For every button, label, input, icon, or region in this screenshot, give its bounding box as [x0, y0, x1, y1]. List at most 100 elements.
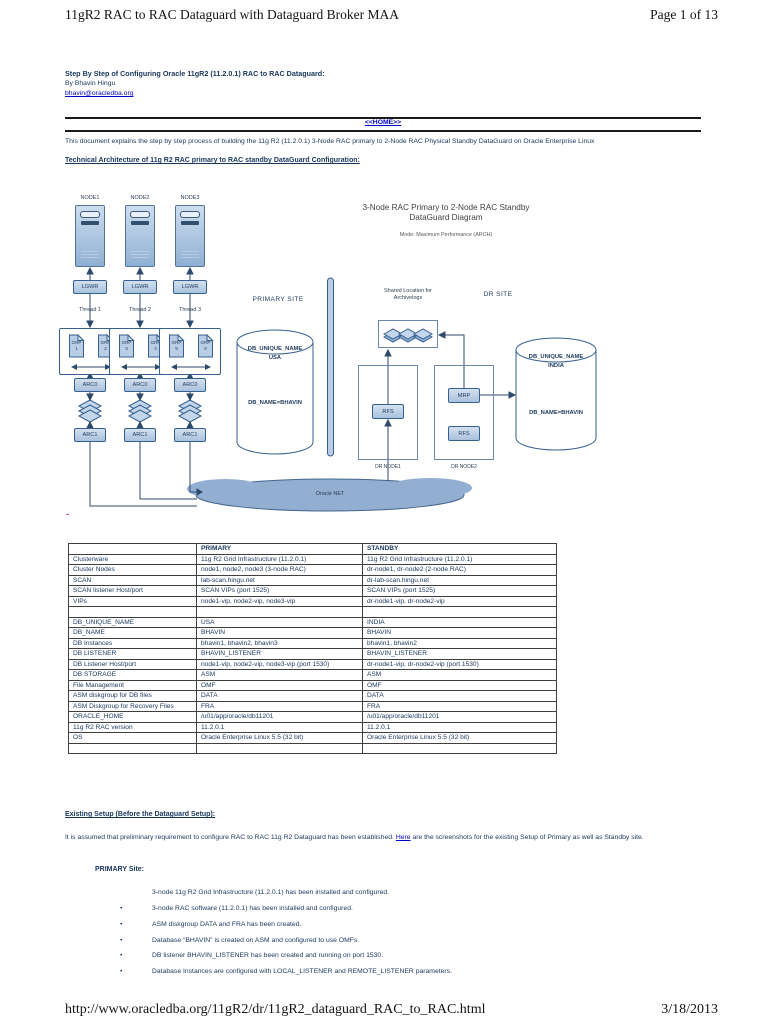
- dr-node1-box: [358, 365, 418, 460]
- diagram-title: 3-Node RAC Primary to 2-Node RAC Standby…: [338, 203, 554, 224]
- table-cell: [362, 606, 557, 618]
- list-item: Database "BHAVIN" is created on ASM and …: [120, 936, 710, 946]
- redo-log-file-icon: GRP 6: [197, 334, 214, 358]
- diagram-mode-label: Mode: Maximum Performance (ARCH): [399, 232, 493, 238]
- list-item: DB listener BHAVIN_LISTENER has been cre…: [120, 951, 710, 961]
- dr-node2-label: DR NODE2: [451, 464, 477, 470]
- horizontal-rule-top: [65, 117, 701, 120]
- table-cell: DATA: [196, 690, 363, 702]
- table-row: VIPs node1-vip, node2-vip, node3-vip dr-no…: [68, 595, 557, 607]
- arc1-box-node1: ARC1: [74, 428, 106, 442]
- shared-location-label: Shared Location for Archivelogs: [365, 288, 451, 302]
- primary-db-unique-name: DB_UNIQUE_NAME: [247, 346, 303, 352]
- standby-db-cylinder-icon: [515, 337, 597, 451]
- standby-db-name: DB_NAME=BHAVIN: [529, 410, 583, 416]
- table-cell: [68, 606, 197, 618]
- architecture-heading: Technical Architecture of 11g R2 RAC pri…: [65, 157, 360, 164]
- table-cell: node1-vip, node2-vip, node3-vip (port 15…: [196, 658, 363, 670]
- diagram-shapes: [77, 266, 597, 512]
- dr-node2-box: [434, 365, 494, 460]
- table-cell: DATA: [362, 690, 557, 702]
- archivelog-disks-icon: [382, 328, 434, 343]
- grp-number: 4: [154, 346, 157, 351]
- table-row: DB STORAGE ASM ASM: [68, 669, 557, 681]
- paragraph-text: It is assumed that preliminary requireme…: [65, 833, 396, 841]
- table-row: DB Listener Host/port node1-vip, node2-vi…: [68, 658, 557, 670]
- architecture-diagram: 3-Node RAC Primary to 2-Node RAC Standby…: [59, 188, 720, 522]
- swap-arrow-icon: [121, 364, 161, 370]
- table-cell: USA: [196, 616, 363, 628]
- arc0-box-node1: ARC0: [74, 378, 106, 392]
- table-cell: 11g R2 Grid Infrastructure (11.2.0.1): [362, 553, 557, 565]
- grp-label: GRP: [150, 340, 161, 345]
- node1-label: NODE1: [80, 195, 100, 201]
- here-link[interactable]: Here: [395, 833, 411, 841]
- table-row: SCAN lab-scan.hingu.net dr-lab-scan.hingu.…: [68, 574, 557, 586]
- lgwr-box-node3: LGWR: [173, 280, 207, 294]
- list-item: Database Instances are configured with L…: [120, 967, 710, 977]
- table-cell: dr-node1-vip, dr-node2-vip: [362, 595, 557, 607]
- table-row: ASM diskgroup for DB files DATA DATA: [68, 690, 557, 702]
- lgwr-box-node2: LGWR: [123, 280, 157, 294]
- table-cell: lab-scan.hingu.net: [196, 574, 363, 586]
- table-row: Clusterware 11g R2 Grid Infrastructure (1…: [68, 553, 557, 565]
- table-cell: dr-node1-vip, dr-node2-vip (port 1530): [362, 658, 557, 670]
- table-row: DB_UNIQUE_NAME USA INDIA: [68, 616, 557, 628]
- table-cell: SCAN VIPs (port 1525): [196, 585, 363, 597]
- table-cell: DB_NAME: [68, 627, 197, 639]
- diagram-title-line1: 3-Node RAC Primary to 2-Node RAC Standby: [362, 203, 530, 212]
- home-link[interactable]: <<HOME>>: [364, 119, 402, 126]
- table-cell: 11g R2 RAC version: [68, 721, 197, 733]
- primary-db-cylinder-icon: [236, 329, 314, 455]
- header-title: 11gR2 RAC to RAC Dataguard with Dataguar…: [65, 7, 399, 22]
- arc1-box-node3: ARC1: [174, 428, 206, 442]
- primary-site-label: PRIMARY SITE: [252, 296, 304, 303]
- table-cell: DB_UNIQUE_NAME: [68, 616, 197, 628]
- table-header-cell: PRIMARY: [196, 543, 363, 555]
- table-cell: node1, node2, node3 (3-node RAC): [196, 564, 363, 576]
- table-cell: OMF: [362, 679, 557, 691]
- email-link[interactable]: bhavin@oracledba.org: [65, 90, 134, 98]
- diagram-title-line2: DataGuard Diagram: [409, 213, 483, 223]
- table-row: ASM Diskgroup for Recovery Files FRA FRA: [68, 700, 557, 712]
- table-cell: 11g R2 Grid Infrastructure (11.2.0.1): [196, 553, 363, 565]
- table-row: DB_NAME BHAVIN BHAVIN: [68, 627, 557, 639]
- swap-arrow-icon: [71, 364, 111, 370]
- rfs-box-drnode1: RFS: [372, 404, 404, 419]
- table-cell: SCAN VIPs (port 1525): [362, 585, 557, 597]
- table-cell: Cluster Nodes: [68, 564, 197, 576]
- grp-number: 5: [175, 346, 178, 351]
- primary-db-name: DB_NAME=BHAVIN: [248, 400, 302, 406]
- standby-db-unique-name: DB_UNIQUE_NAME: [528, 354, 584, 360]
- list-item: 3-node RAC software (11.2.0.1) has been …: [120, 904, 710, 914]
- stray-dash: -: [66, 509, 69, 519]
- dr-site-label: DR SITE: [483, 291, 513, 298]
- table-cell: BHAVIN_LISTENER: [362, 648, 557, 660]
- table-cell: ASM: [362, 669, 557, 681]
- existing-setup-section: Existing Setup (Before the Dataguard Set…: [65, 810, 710, 983]
- redo-log-file-icon: GRP 5: [168, 334, 185, 358]
- table-cell: Oracle Enterprise Linux 5.5 (32 bit): [196, 732, 363, 744]
- table-cell: VIPs: [68, 595, 197, 607]
- redo-stack-icons: [77, 399, 203, 423]
- arc1-box-node2: ARC1: [124, 428, 156, 442]
- server-tower-icon: [75, 205, 105, 267]
- arc0-box-node3: ARC0: [174, 378, 206, 392]
- primary-db-unique-value: USA: [268, 355, 282, 361]
- table-cell: FRA: [362, 700, 557, 712]
- thread2-label: Thread 2: [128, 307, 151, 313]
- config-table: PRIMARY STANDBY Clusterware 11g R2 Grid In…: [68, 543, 557, 754]
- table-row: SCAN listener Host/port SCAN VIPs (port 1…: [68, 585, 557, 597]
- table-cell: DB STORAGE: [68, 669, 197, 681]
- table-cell: dr-node1, dr-node2 (2-node RAC): [362, 564, 557, 576]
- table-row: [68, 742, 557, 754]
- footer-url: http://www.oracledba.org/11gR2/dr/11gR2_…: [65, 1002, 486, 1017]
- config-table-body: Clusterware 11g R2 Grid Infrastructure (1…: [68, 553, 557, 754]
- swap-arrow-icon: [171, 364, 211, 370]
- table-row: 11g R2 RAC version 11.2.0.1 11.2.0.1: [68, 721, 557, 733]
- footer-date: 3/18/2013: [661, 1002, 718, 1017]
- table-row: DB LISTENER BHAVIN_LISTENER BHAVIN_LISTENE…: [68, 648, 557, 660]
- grp-label: GRP: [171, 340, 182, 345]
- table-cell: BHAVIN_LISTENER: [196, 648, 363, 660]
